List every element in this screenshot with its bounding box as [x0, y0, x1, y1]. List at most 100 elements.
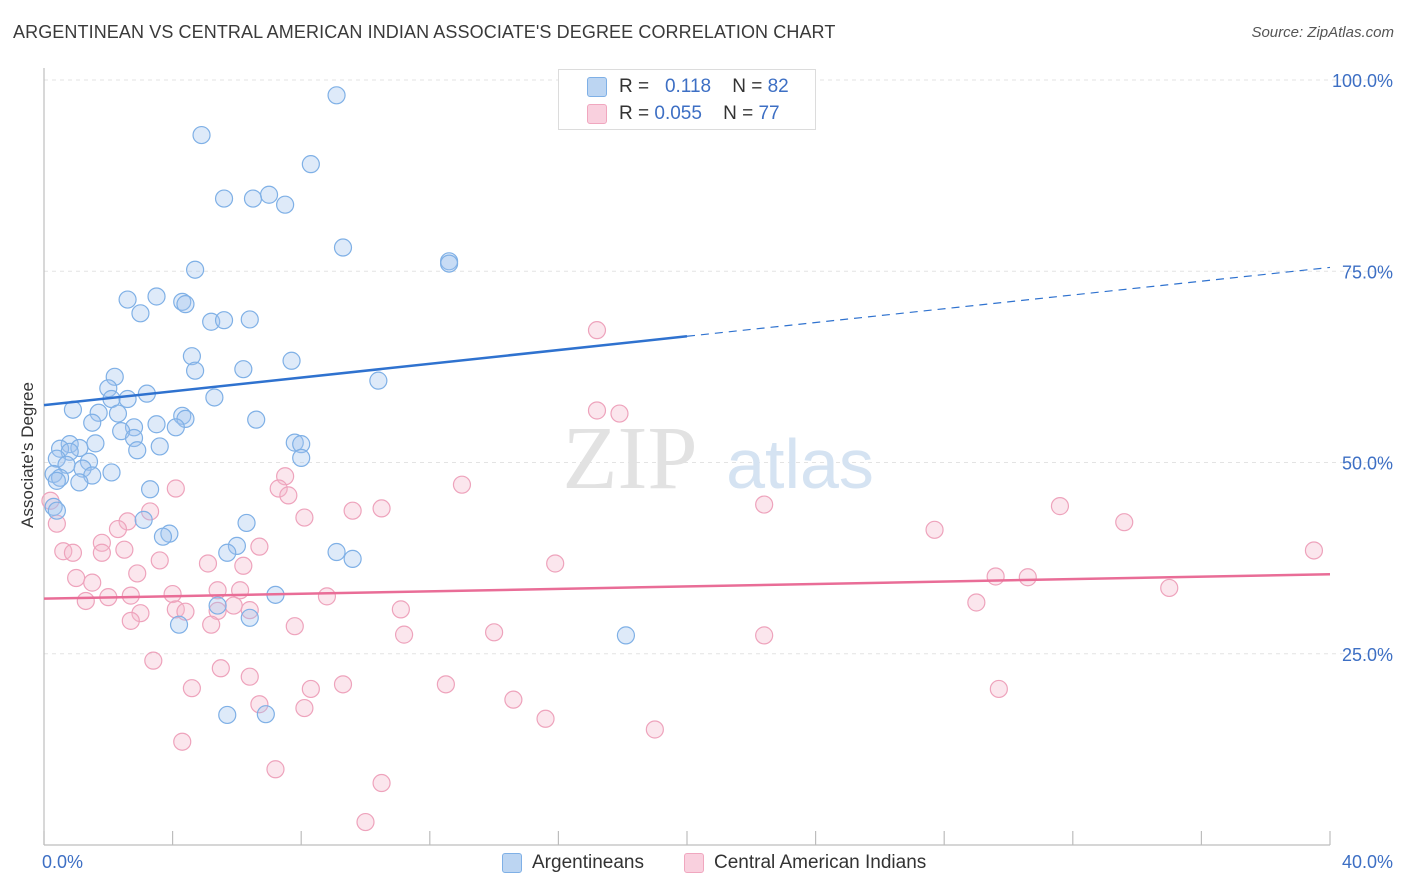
- point-argentineans: [169, 615, 189, 634]
- swatch-pink: [587, 104, 607, 124]
- point-central-american-indians: [279, 486, 298, 505]
- point-argentineans: [369, 371, 388, 390]
- point-argentineans: [108, 404, 128, 423]
- y-tick-labels: 25.0% 50.0% 75.0% 100.0%: [1332, 71, 1393, 665]
- point-argentineans: [47, 501, 66, 520]
- point-argentineans: [173, 406, 192, 425]
- point-central-american-indians: [645, 720, 664, 739]
- point-argentineans: [276, 195, 295, 214]
- point-central-american-indians: [198, 554, 218, 573]
- point-central-american-indians: [333, 675, 353, 694]
- point-argentineans: [243, 189, 263, 208]
- point-argentineans: [140, 480, 160, 499]
- point-central-american-indians: [610, 404, 629, 423]
- point-argentineans: [247, 410, 266, 429]
- axes: [43, 68, 1331, 846]
- point-central-american-indians: [131, 604, 150, 623]
- point-central-american-indians: [452, 475, 472, 494]
- point-central-american-indians: [925, 520, 944, 539]
- point-central-american-indians: [536, 709, 555, 728]
- point-central-american-indians: [269, 479, 288, 498]
- point-central-american-indians: [343, 501, 362, 520]
- point-central-american-indians: [163, 584, 182, 604]
- point-argentineans: [166, 418, 185, 437]
- point-argentineans: [105, 367, 124, 386]
- n-label: N =: [723, 103, 754, 124]
- trend-line-central-american-indians: [43, 572, 1331, 600]
- stats-text-argentineans: R = 0.118 N = 82: [619, 76, 789, 98]
- point-argentineans: [50, 468, 70, 487]
- point-argentineans: [237, 513, 256, 533]
- point-central-american-indians: [317, 587, 337, 606]
- point-argentineans: [60, 435, 79, 454]
- point-central-american-indians: [166, 479, 185, 498]
- x-tick-label-max: 40.0%: [1341, 852, 1393, 872]
- point-argentineans: [439, 254, 459, 273]
- point-central-american-indians: [266, 760, 285, 779]
- point-argentineans: [214, 311, 234, 330]
- point-argentineans: [327, 542, 346, 562]
- point-argentineans: [186, 361, 205, 380]
- point-argentineans: [259, 185, 279, 204]
- point-central-american-indians: [986, 567, 1005, 586]
- point-central-american-indians: [356, 812, 375, 832]
- point-central-american-indians: [295, 698, 314, 718]
- point-central-american-indians: [587, 321, 607, 340]
- point-argentineans: [89, 403, 108, 422]
- point-central-american-indians: [504, 690, 523, 709]
- n-label: N =: [732, 76, 763, 97]
- point-central-american-indians: [285, 617, 304, 636]
- watermark: ZIP atlas: [563, 409, 874, 508]
- point-argentineans: [343, 549, 362, 568]
- point-central-american-indians: [250, 537, 269, 556]
- point-argentineans: [147, 287, 166, 306]
- point-argentineans: [186, 260, 205, 279]
- point-central-american-indians: [755, 495, 774, 514]
- point-central-american-indians: [115, 540, 134, 559]
- point-central-american-indians: [587, 401, 607, 420]
- chart-title: ARGENTINEAN VS CENTRAL AMERICAN INDIAN A…: [13, 22, 836, 42]
- point-central-american-indians: [301, 679, 320, 699]
- point-argentineans: [147, 415, 166, 434]
- point-argentineans: [73, 459, 92, 478]
- point-argentineans: [118, 290, 137, 309]
- point-central-american-indians: [144, 651, 163, 670]
- n-value: 77: [758, 103, 780, 124]
- point-central-american-indians: [372, 499, 391, 518]
- y-tick-label: 50.0%: [1342, 454, 1393, 474]
- point-argentineans: [292, 435, 311, 454]
- r-label: R =: [619, 103, 650, 124]
- x-tick-label-min: 0.0%: [42, 852, 84, 872]
- point-argentineans: [240, 310, 259, 329]
- point-argentineans: [131, 304, 150, 323]
- legend-item-argentineans[interactable]: Argentineans: [502, 852, 644, 874]
- point-argentineans: [99, 379, 118, 398]
- r-label: R =: [619, 76, 650, 97]
- trend-line-argentineans: [43, 335, 688, 407]
- point-argentineans: [86, 434, 105, 453]
- trend-lines: [43, 266, 1331, 600]
- point-central-american-indians: [755, 626, 774, 645]
- point-central-american-indians: [989, 679, 1008, 699]
- point-central-american-indians: [92, 543, 111, 562]
- point-central-american-indians: [1050, 497, 1070, 516]
- point-central-american-indians: [250, 695, 269, 714]
- point-central-american-indians: [295, 508, 314, 527]
- point-central-american-indians: [234, 556, 253, 575]
- point-argentineans: [128, 441, 147, 460]
- point-argentineans: [192, 125, 211, 145]
- point-argentineans: [218, 705, 237, 725]
- legend-item-central-american-indians[interactable]: Central American Indians: [684, 852, 926, 874]
- point-argentineans: [134, 510, 153, 529]
- legend-label-central-american-indians: Central American Indians: [714, 852, 927, 873]
- point-argentineans: [173, 292, 192, 311]
- point-argentineans: [616, 626, 636, 645]
- point-central-american-indians: [485, 623, 504, 642]
- point-central-american-indians: [394, 625, 414, 644]
- point-argentineans: [70, 473, 89, 492]
- legend-swatch-pink: [684, 853, 704, 873]
- point-argentineans: [234, 360, 253, 379]
- point-argentineans: [227, 536, 246, 555]
- point-argentineans: [240, 608, 259, 627]
